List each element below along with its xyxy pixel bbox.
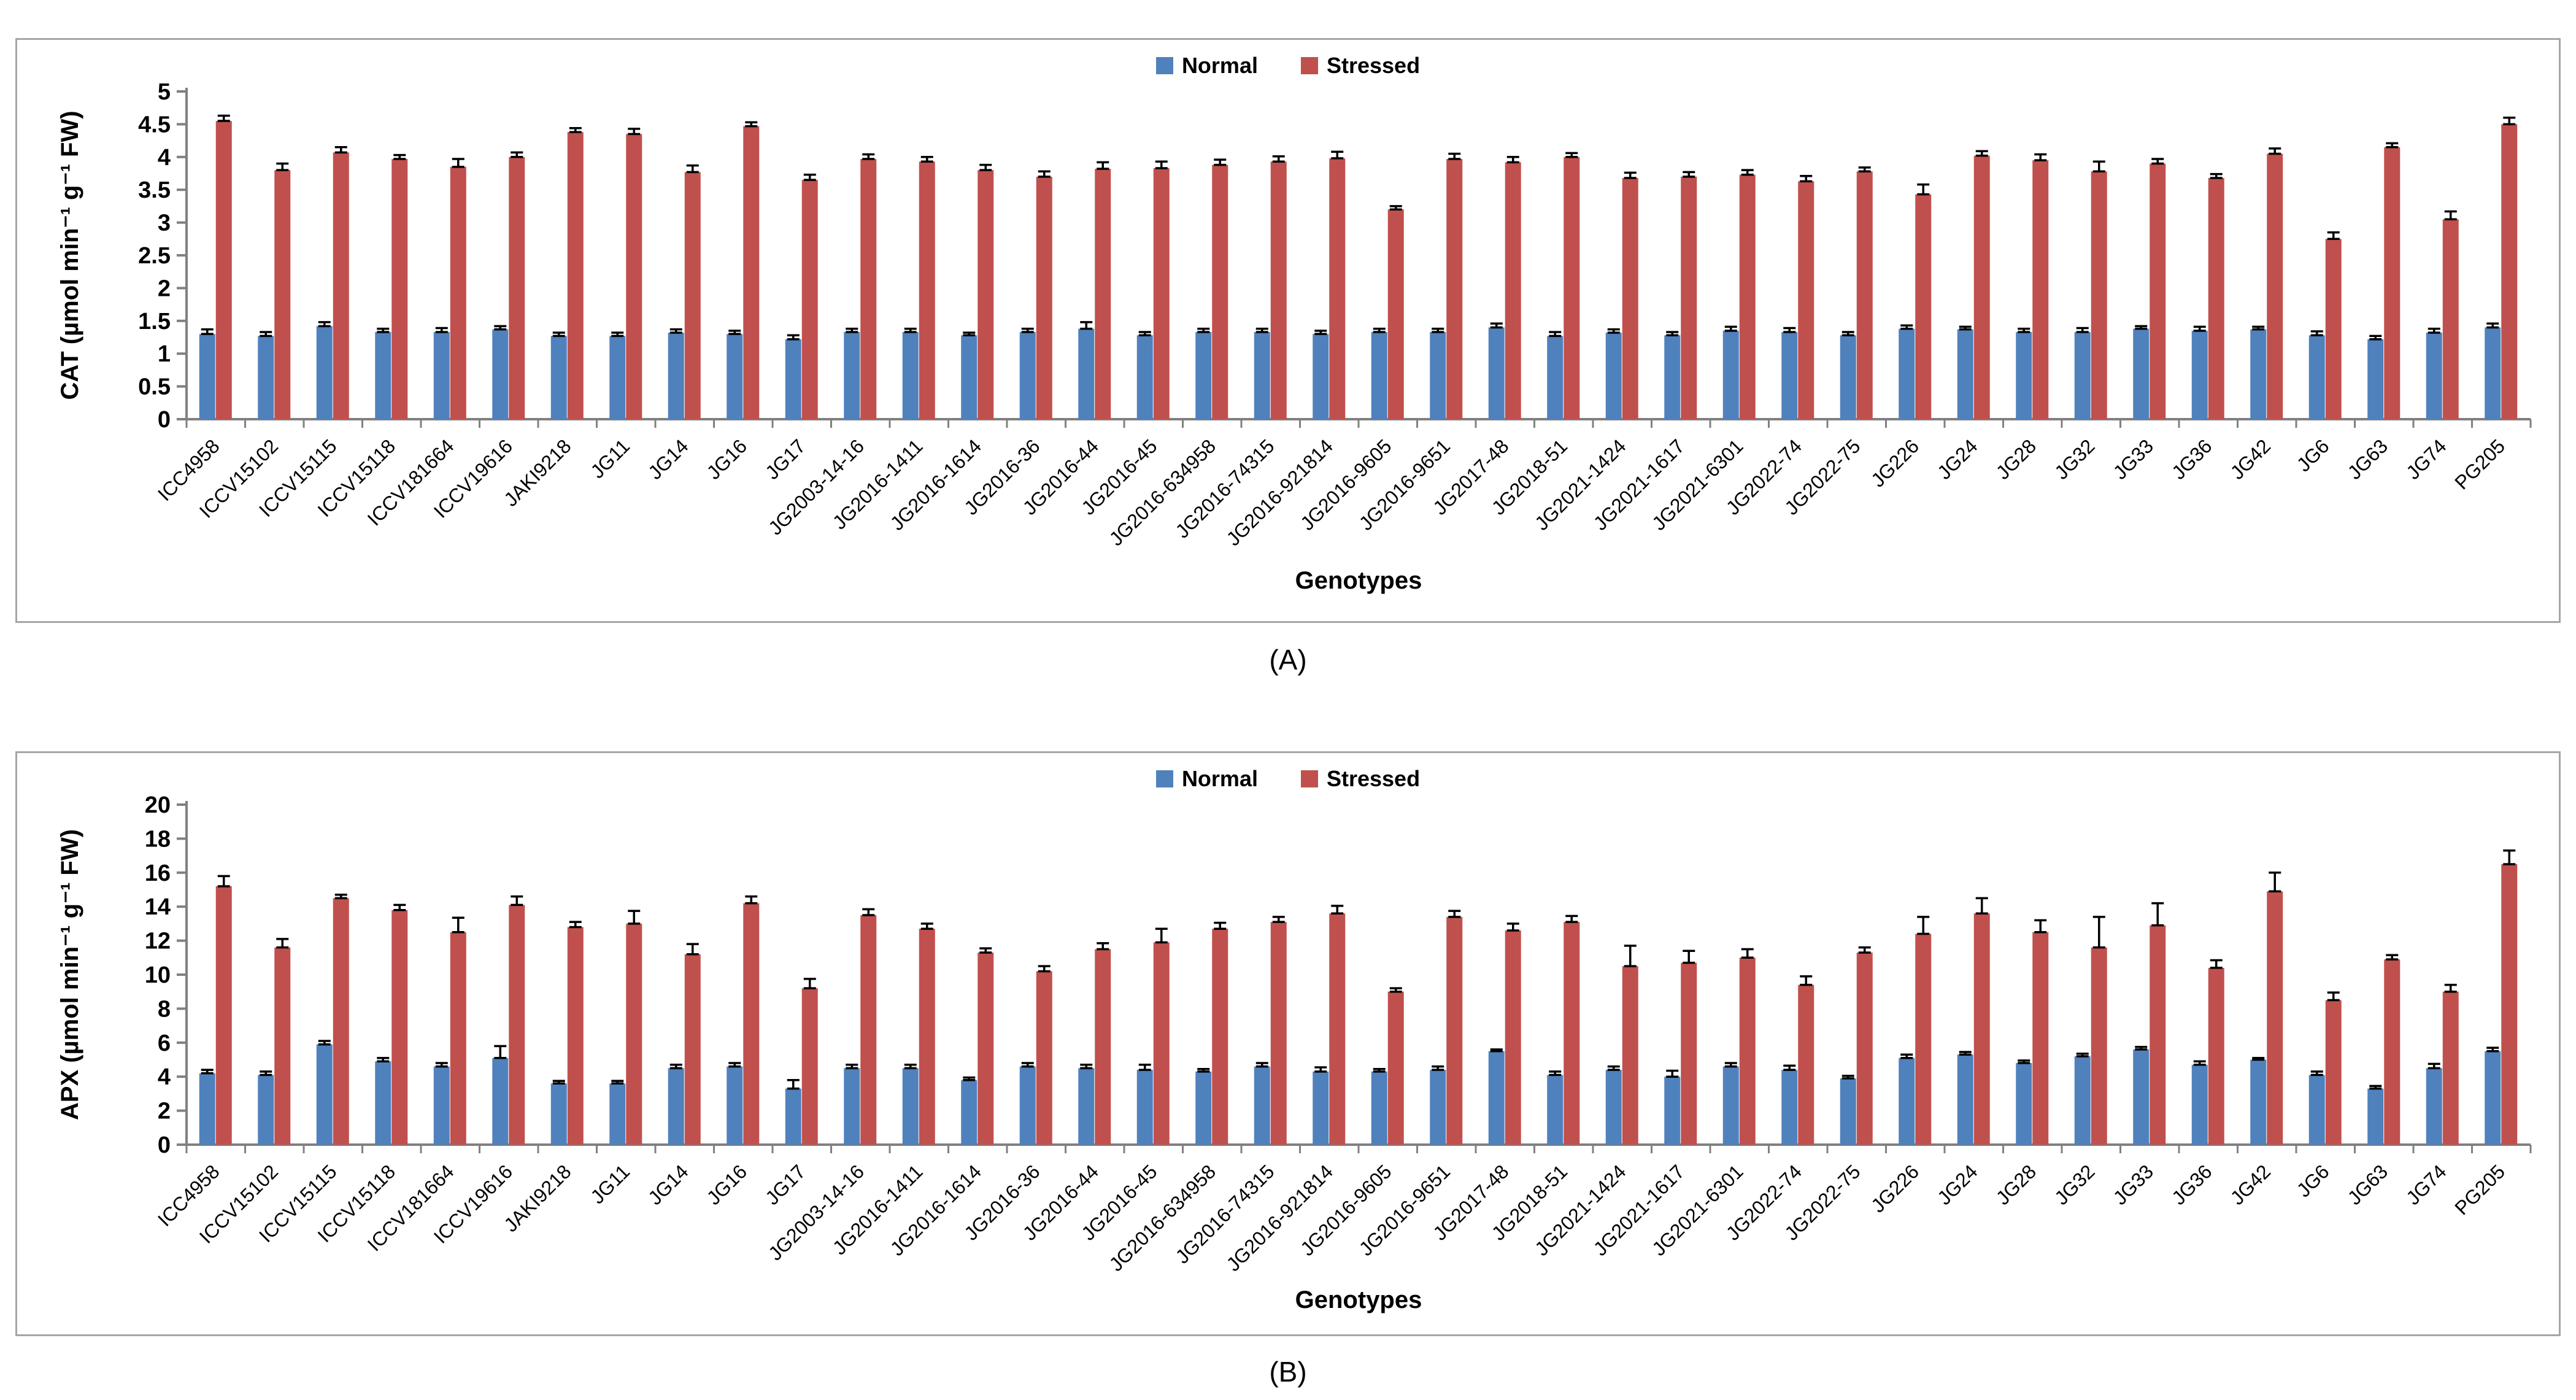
svg-text:0: 0 — [158, 407, 171, 433]
svg-text:JG2016-921814: JG2016-921814 — [1222, 435, 1337, 550]
svg-text:JG28: JG28 — [1992, 1160, 2041, 1209]
svg-text:CAT (µmol min⁻¹ g⁻¹ FW): CAT (µmol min⁻¹ g⁻¹ FW) — [56, 110, 83, 400]
legend-normal-label: Normal — [1181, 766, 1258, 791]
svg-text:4.5: 4.5 — [138, 112, 171, 137]
caption-a: (A) — [1269, 644, 1307, 676]
legend-stressed-label: Stressed — [1326, 53, 1421, 78]
svg-text:3.5: 3.5 — [138, 177, 171, 203]
svg-text:4: 4 — [158, 1064, 171, 1090]
svg-text:JG2016-74315: JG2016-74315 — [1171, 1160, 1279, 1267]
svg-text:JG24: JG24 — [1933, 435, 1982, 484]
svg-text:JG32: JG32 — [2050, 435, 2099, 484]
svg-text:JG16: JG16 — [703, 1160, 752, 1209]
svg-text:JG226: JG226 — [1867, 435, 1923, 491]
svg-text:APX (µmol min⁻¹ g⁻¹ FW): APX (µmol min⁻¹ g⁻¹ FW) — [56, 829, 83, 1120]
legend-item-stressed: Stressed — [1300, 766, 1421, 792]
svg-text:12: 12 — [145, 929, 171, 954]
svg-text:JG36: JG36 — [2167, 1160, 2216, 1209]
svg-text:0.5: 0.5 — [138, 374, 171, 400]
panel-apx-chart: Normal Stressed 0 2 4 6 8 10 12 14 16 18 20 ICC4958… — [15, 751, 2561, 1336]
legend-normal-label: Normal — [1181, 53, 1258, 78]
svg-text:JG32: JG32 — [2050, 1160, 2099, 1209]
caption-b: (B) — [1269, 1356, 1307, 1388]
svg-text:8: 8 — [158, 996, 171, 1022]
svg-text:1: 1 — [158, 341, 171, 367]
svg-text:16: 16 — [145, 860, 171, 886]
svg-text:Genotypes: Genotypes — [1295, 567, 1422, 594]
svg-text:PG205: PG205 — [2450, 435, 2509, 493]
apx-bar-chart: 02468101214161820ICC4958ICCV15102ICCV151… — [56, 794, 2532, 1313]
cat-bar-chart: 00.511.522.533.544.55ICC4958ICCV15102ICC… — [56, 80, 2532, 594]
svg-text:Genotypes: Genotypes — [1295, 1286, 1422, 1313]
legend-item-stressed: Stressed — [1300, 53, 1421, 79]
svg-text:JG16: JG16 — [703, 435, 752, 484]
svg-text:JG33: JG33 — [2109, 1160, 2158, 1209]
svg-text:4: 4 — [158, 145, 171, 171]
svg-text:2: 2 — [158, 1099, 171, 1124]
svg-text:JG17: JG17 — [761, 1160, 810, 1209]
legend-item-normal: Normal — [1155, 53, 1258, 79]
svg-text:JG24: JG24 — [1933, 1160, 1982, 1209]
svg-text:20: 20 — [145, 794, 171, 818]
svg-text:14: 14 — [145, 894, 171, 920]
svg-text:JG14: JG14 — [644, 1160, 693, 1209]
svg-text:JG2016-74315: JG2016-74315 — [1171, 435, 1279, 542]
svg-text:JG42: JG42 — [2226, 1160, 2275, 1209]
legend-apx: Normal Stressed — [17, 764, 2559, 794]
svg-text:1.5: 1.5 — [138, 309, 171, 335]
svg-text:JG17: JG17 — [761, 435, 810, 484]
legend-cat: Normal Stressed — [17, 51, 2559, 80]
svg-text:JG36: JG36 — [2167, 435, 2216, 484]
legend-item-normal: Normal — [1155, 766, 1258, 792]
legend-stressed-label: Stressed — [1326, 766, 1421, 791]
svg-text:JG63: JG63 — [2343, 1160, 2393, 1209]
svg-text:JG2016-634958: JG2016-634958 — [1105, 1160, 1220, 1275]
stressed-swatch-icon — [1300, 57, 1318, 74]
svg-text:JG14: JG14 — [644, 435, 693, 484]
svg-text:6: 6 — [158, 1031, 171, 1056]
svg-text:18: 18 — [145, 826, 171, 852]
svg-text:0: 0 — [158, 1132, 171, 1158]
svg-text:JG226: JG226 — [1867, 1160, 1923, 1216]
svg-text:JG42: JG42 — [2226, 435, 2275, 484]
svg-text:JG2016-921814: JG2016-921814 — [1222, 1160, 1337, 1275]
normal-swatch-icon — [1155, 770, 1173, 787]
svg-text:JG63: JG63 — [2343, 435, 2393, 484]
svg-text:2: 2 — [158, 276, 171, 301]
svg-text:JG74: JG74 — [2402, 435, 2451, 484]
svg-text:JG2016-634958: JG2016-634958 — [1105, 435, 1220, 550]
svg-text:3: 3 — [158, 211, 171, 236]
svg-text:PG205: PG205 — [2450, 1160, 2509, 1219]
svg-text:JG11: JG11 — [586, 435, 634, 482]
svg-text:JG6: JG6 — [2293, 435, 2334, 476]
normal-swatch-icon — [1155, 57, 1173, 74]
svg-text:5: 5 — [158, 80, 171, 105]
stressed-swatch-icon — [1300, 770, 1318, 787]
svg-text:2.5: 2.5 — [138, 243, 171, 269]
svg-text:10: 10 — [145, 962, 171, 988]
svg-text:JG11: JG11 — [586, 1160, 634, 1208]
svg-text:JG33: JG33 — [2109, 435, 2158, 484]
panel-cat-chart: Normal Stressed 0 0.5 1 1.5 2 2.5 3 3.5 4 4.5 5 ICC… — [15, 38, 2561, 623]
svg-text:JG74: JG74 — [2402, 1160, 2451, 1209]
svg-text:JG6: JG6 — [2293, 1160, 2334, 1201]
svg-text:JG28: JG28 — [1992, 435, 2041, 484]
